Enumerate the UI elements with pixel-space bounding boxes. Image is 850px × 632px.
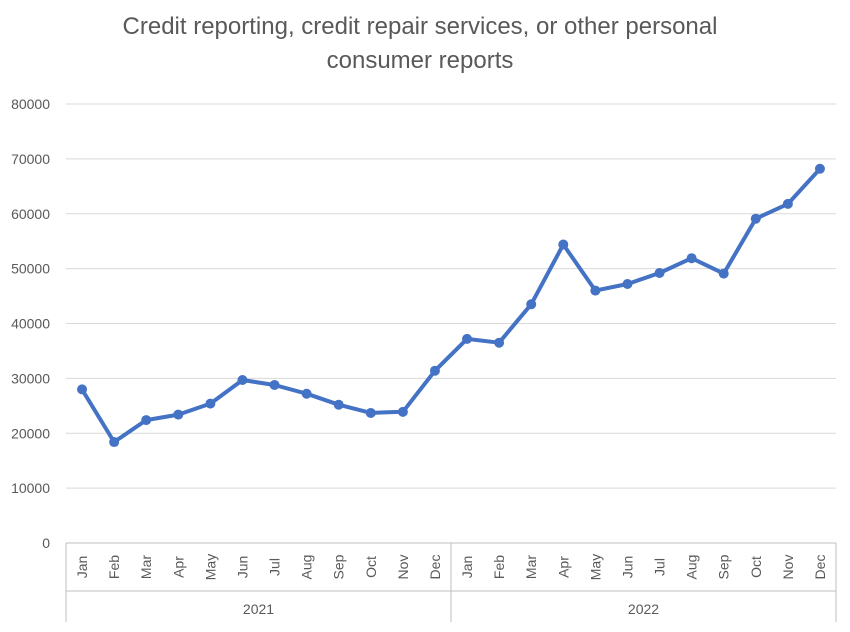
x-axis-ticks: Jan Feb Mar Apr May Jun Jul Aug Sep Oct Nov Dec Jan F… [74, 554, 828, 580]
y-tick-label: 20000 [11, 425, 50, 441]
x-tick-label: May [202, 554, 218, 580]
x-tick-label: Nov [395, 555, 411, 580]
data-point [558, 239, 569, 250]
x-tick-label: Aug [684, 555, 700, 580]
data-point [333, 399, 344, 410]
x-tick-label: Jan [459, 556, 475, 579]
data-point [237, 375, 248, 386]
data-point [429, 365, 440, 376]
x-tick-label: Oct [748, 556, 764, 578]
y-tick-label: 60000 [11, 206, 50, 222]
x-tick-label: Feb [106, 555, 122, 579]
x-tick-label: Jul [267, 558, 283, 576]
x-tick-label: Jan [74, 556, 90, 579]
x-tick-label: Oct [363, 556, 379, 578]
data-point [718, 268, 729, 279]
data-point [77, 384, 88, 395]
x-tick-label: Apr [555, 556, 571, 578]
x-group-label: 2021 [243, 601, 274, 617]
x-tick-label: Nov [780, 555, 796, 580]
data-point [269, 379, 280, 390]
data-point [173, 409, 184, 420]
x-tick-label: Feb [491, 555, 507, 579]
data-point [462, 333, 473, 344]
x-tick-label: Mar [523, 555, 539, 579]
data-point [654, 268, 665, 279]
y-tick-label: 70000 [11, 151, 50, 167]
y-tick-label: 10000 [11, 480, 50, 496]
x-axis-groups: 2021 2022 [243, 543, 659, 622]
data-point [141, 415, 152, 426]
x-tick-label: Dec [427, 555, 443, 580]
data-point [814, 163, 825, 174]
y-tick-label: 40000 [11, 316, 50, 332]
series-line [80, 166, 822, 444]
chart-title: Credit reporting, credit repair services… [122, 13, 718, 74]
y-tick-label: 0 [42, 535, 50, 551]
data-point [750, 213, 761, 224]
data-point [686, 253, 697, 264]
data-point [622, 278, 633, 289]
x-group-label: 2022 [628, 601, 659, 617]
data-point [494, 337, 505, 348]
y-tick-label: 80000 [11, 96, 50, 112]
data-point [301, 388, 312, 399]
x-tick-label: Jul [652, 558, 668, 576]
x-tick-label: Jun [234, 556, 250, 579]
data-point [526, 299, 537, 310]
data-point [782, 198, 793, 209]
x-tick-label: May [587, 554, 603, 580]
y-tick-label: 30000 [11, 370, 50, 386]
x-tick-label: Dec [812, 555, 828, 580]
gridlines [66, 103, 836, 489]
x-tick-label: Apr [170, 556, 186, 578]
y-axis-ticks: 0 10000 20000 30000 40000 50000 60000 70000 8000… [11, 96, 50, 551]
x-tick-label: Mar [138, 555, 154, 579]
data-point [590, 285, 601, 296]
data-point [205, 398, 216, 409]
data-point [397, 406, 408, 417]
data-point [365, 407, 376, 418]
x-tick-label: Sep [331, 554, 347, 579]
x-tick-label: Sep [716, 554, 732, 579]
data-point [109, 437, 120, 448]
x-tick-label: Jun [619, 556, 635, 579]
y-tick-label: 50000 [11, 261, 50, 277]
series [77, 163, 825, 448]
x-tick-label: Aug [299, 555, 315, 580]
